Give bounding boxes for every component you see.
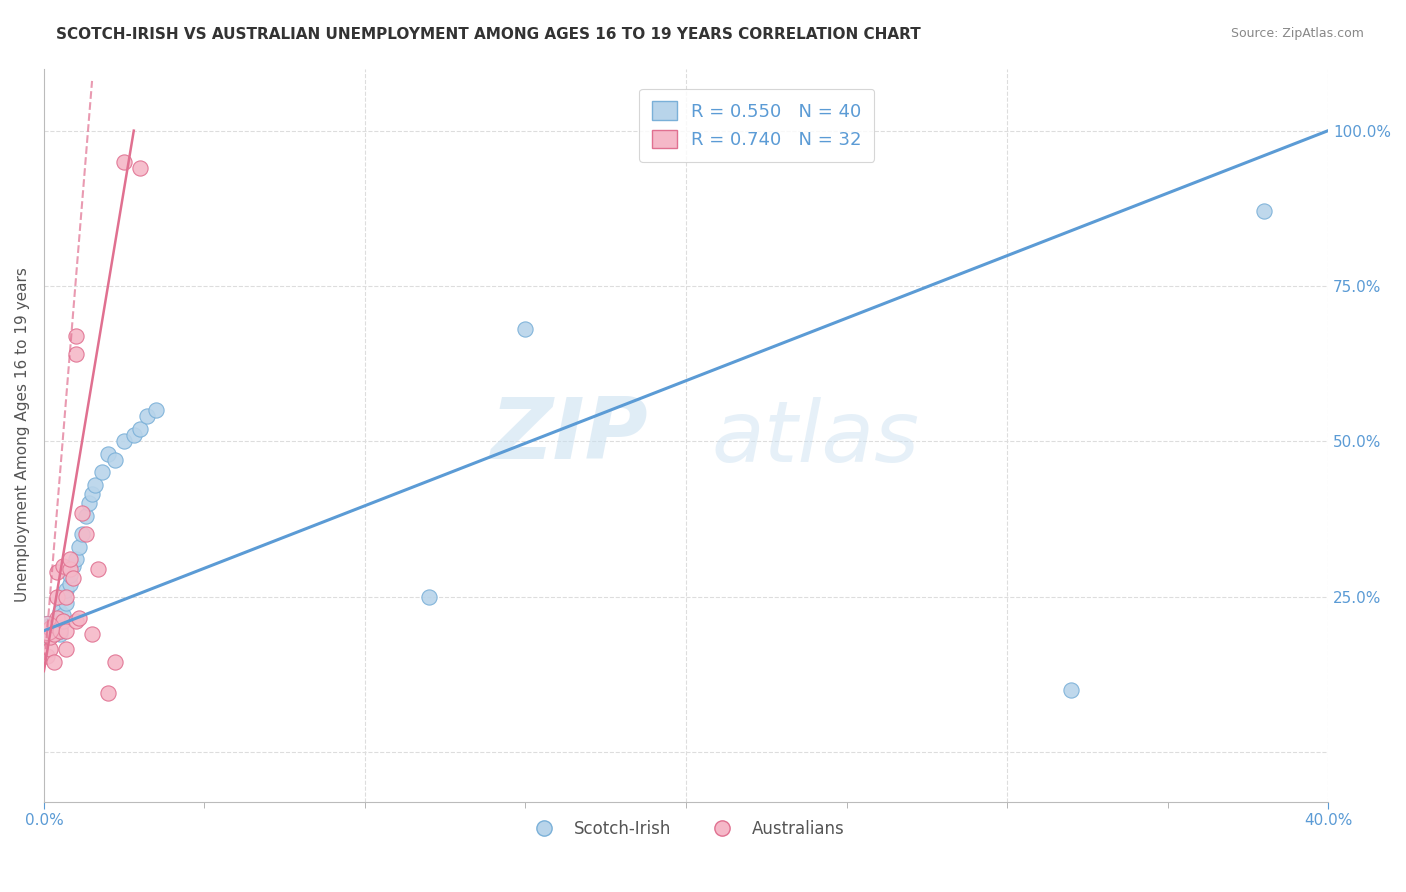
Point [77, 496, 100, 510]
Point [49, 611, 72, 625]
Point [84, 477, 107, 491]
Point [135, 409, 157, 424]
Point [65, 328, 87, 343]
Point [52, 608, 75, 623]
Point [72, 527, 94, 541]
Point [58, 552, 80, 566]
Point [103, 453, 125, 467]
Point [42, 621, 65, 635]
Point [75, 508, 97, 523]
Point [52, 590, 75, 604]
Y-axis label: Unemployment Among Ages 16 to 19 years: Unemployment Among Ages 16 to 19 years [15, 268, 30, 602]
Text: SCOTCH-IRISH VS AUSTRALIAN UNEMPLOYMENT AMONG AGES 16 TO 19 YEARS CORRELATION CH: SCOTCH-IRISH VS AUSTRALIAN UNEMPLOYMENT … [56, 27, 921, 42]
Point [55, 583, 77, 598]
Point [112, 434, 135, 449]
Point [35, 621, 58, 635]
Point [80, 627, 103, 641]
Point [39, 642, 62, 657]
Point [45, 565, 67, 579]
Point [55, 590, 77, 604]
Point [39, 630, 62, 644]
Legend: Scotch-Irish, Australians: Scotch-Irish, Australians [522, 814, 851, 845]
Point [515, 322, 537, 336]
Point [418, 590, 440, 604]
Point [55, 624, 77, 638]
Point [45, 624, 67, 638]
Point [45, 611, 67, 625]
Point [58, 561, 80, 575]
Point [129, 422, 152, 436]
Point [97, 447, 120, 461]
Point [122, 428, 145, 442]
Text: ZIP: ZIP [489, 393, 648, 476]
Point [87, 561, 110, 575]
Point [42, 655, 65, 669]
Point [65, 615, 87, 629]
Point [42, 624, 65, 638]
Point [90, 466, 112, 480]
Point [49, 605, 72, 619]
Point [62, 558, 84, 573]
Point [45, 590, 67, 604]
Point [55, 642, 77, 657]
Point [112, 154, 135, 169]
Text: Source: ZipAtlas.com: Source: ZipAtlas.com [1230, 27, 1364, 40]
Point [45, 617, 67, 632]
Point [145, 403, 167, 417]
Point [49, 624, 72, 638]
Point [49, 621, 72, 635]
Point [65, 347, 87, 361]
Point [42, 617, 65, 632]
Point [62, 571, 84, 585]
Point [42, 627, 65, 641]
Point [52, 615, 75, 629]
Point [39, 624, 62, 638]
Point [42, 627, 65, 641]
Point [49, 627, 72, 641]
Point [39, 621, 62, 635]
Text: atlas: atlas [711, 397, 920, 480]
Point [58, 577, 80, 591]
Point [52, 558, 75, 573]
Point [52, 615, 75, 629]
Point [75, 527, 97, 541]
Point [58, 567, 80, 582]
Point [67, 611, 90, 625]
Point [49, 624, 72, 638]
Point [80, 487, 103, 501]
Point [45, 621, 67, 635]
Point [67, 540, 90, 554]
Point [72, 506, 94, 520]
Point [97, 686, 120, 700]
Point [35, 648, 58, 663]
Point [35, 621, 58, 635]
Point [1060, 682, 1083, 697]
Point [39, 621, 62, 635]
Point [129, 161, 152, 175]
Point [103, 655, 125, 669]
Point [1253, 204, 1275, 219]
Point [65, 552, 87, 566]
Point [39, 617, 62, 632]
Point [55, 596, 77, 610]
